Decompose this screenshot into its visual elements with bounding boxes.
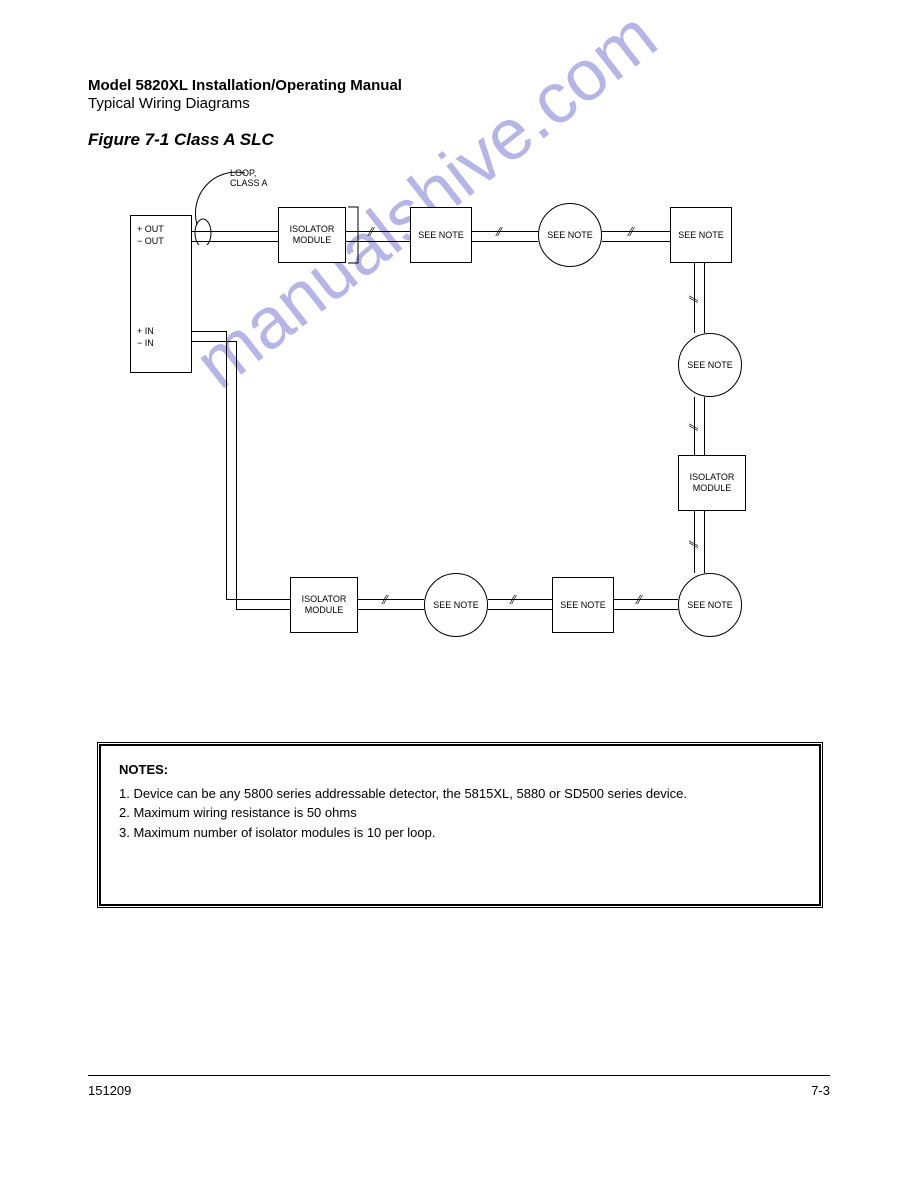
wire-h [192,241,278,242]
wire-h [472,241,538,242]
bracket [346,205,362,265]
wiring-diagram: LOOP, CLASS A //////////////////+ OUT− O… [130,175,790,675]
panel: + OUT − OUT + IN − IN [130,215,192,373]
wire-h [614,609,678,610]
wire-v [226,331,227,599]
tick-mark: // [496,225,500,241]
isolator-module: ISOLATOR MODULE [678,455,746,511]
wire-h [614,599,678,600]
panel-terminal-label: + OUT [137,224,164,234]
wire-h [602,241,670,242]
device-box: SEE NOTE [670,207,732,263]
wire-h [358,609,424,610]
tick-mark: // [684,541,700,545]
isolator-module: ISOLATOR MODULE [278,207,346,263]
tick-mark: // [684,296,700,300]
notes-item: 3. Maximum number of isolator modules is… [119,823,801,843]
page-subtitle: Typical Wiring Diagrams [88,95,250,112]
figure-heading: Figure 7-1 Class A SLC [88,130,274,150]
wire-v [704,263,705,333]
panel-terminal-label: + IN [137,326,154,336]
wire-h [472,231,538,232]
wire-h [236,609,290,610]
footer-right: 7-3 [811,1083,830,1098]
device-box: SEE NOTE [410,207,472,263]
tick-mark: // [684,424,700,428]
wire-h [192,331,226,332]
tick-mark: // [510,593,514,609]
device-circle: SEE NOTE [678,333,742,397]
page-title: Model 5820XL Installation/Operating Manu… [88,77,402,94]
tick-mark: // [628,225,632,241]
footer-divider [88,1075,830,1076]
device-circle: SEE NOTE [424,573,488,637]
tick-mark: // [382,593,386,609]
wire-h [358,599,424,600]
wire-v [236,341,237,609]
wire-v [704,397,705,455]
notes-item: 1. Device can be any 5800 series address… [119,784,801,804]
tick-mark: // [368,225,372,241]
notes-list: 1. Device can be any 5800 series address… [119,784,801,843]
wire-h [192,231,278,232]
footer-left: 151209 [88,1083,131,1098]
device-circle: SEE NOTE [538,203,602,267]
panel-terminal-label: − IN [137,338,154,348]
wire-h [192,341,236,342]
panel-terminal-label: − OUT [137,236,164,246]
notes-title: NOTES: [119,760,801,780]
loop-label: LOOP, CLASS A [230,169,268,189]
wire-v [704,511,705,573]
wire-h [488,609,552,610]
wire-h [488,599,552,600]
device-box: SEE NOTE [552,577,614,633]
device-circle: SEE NOTE [678,573,742,637]
notes-box: NOTES: 1. Device can be any 5800 series … [100,745,820,905]
tick-mark: // [636,593,640,609]
notes-item: 2. Maximum wiring resistance is 50 ohms [119,803,801,823]
wire-h [602,231,670,232]
isolator-module: ISOLATOR MODULE [290,577,358,633]
